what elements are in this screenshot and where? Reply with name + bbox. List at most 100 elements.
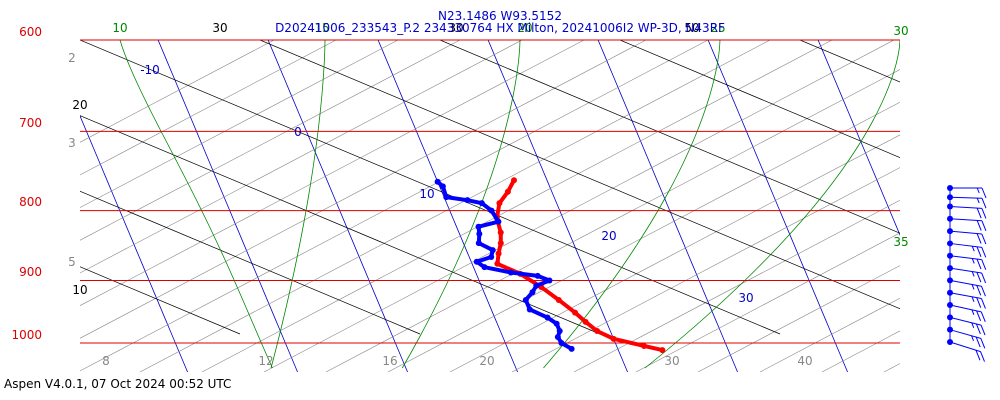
wind-barb [947,302,986,323]
header-title: D20241006_233543_P.2 234330764 HX Milton… [275,21,725,35]
dry-adiabat-line [259,40,900,310]
moist-adiabat-label: 30 [893,24,908,38]
moist-adiabat-line [270,40,326,369]
mixing-ratio-line [201,40,833,372]
wind-barb [947,339,985,362]
moist-adiabat-line [119,40,273,369]
dry-adiabat-line [80,40,781,335]
dry-adiabat-line [0,40,60,334]
wind-barb [947,289,986,309]
mixing-ratio-line [697,265,900,372]
isotherm-line [267,40,408,372]
wind-barb [947,215,987,231]
pressure-label-800: 800 [19,195,42,209]
dewpoint-profile-point [558,340,565,346]
dewpoint-profile-point [464,197,471,204]
isotherm-line [707,40,848,372]
mixing-ratio-label: 3 [68,136,76,150]
wind-barb [947,277,986,297]
pressure-label-1000: 1000 [11,328,42,342]
dry-adiabat-line [80,115,601,335]
isotherm-label: 0 [294,125,302,139]
temperature-profile-point [659,347,666,354]
wind-barb [947,240,987,258]
mixing-ratio-label: 16 [382,354,397,368]
temperature-profile-point [641,342,648,349]
mixing-ratio-line [80,40,399,208]
mixing-ratio-line [80,40,709,372]
temperature-profile-point [497,240,504,247]
mixing-ratio-line [883,363,900,372]
dry-adiabat-label: 10 [72,283,87,297]
moist-adiabat-label: 10 [112,21,127,35]
isotherm-label: 20 [601,229,616,243]
temperature-profile-point [594,328,601,335]
dry-adiabat-line [619,40,900,158]
mixing-ratio-label: 8 [102,354,110,368]
dewpoint-profile-point [534,272,541,279]
mixing-ratio-label: 2 [68,51,76,65]
wind-barb [947,314,986,336]
mixing-ratio-line [80,40,461,241]
dry-adiabat-line [80,190,421,335]
dry-adiabat-line [80,266,241,335]
dry-adiabat-label: 30 [212,21,227,35]
temperature-profile-point [610,335,617,342]
temperature-profile-point [497,229,504,236]
dewpoint-profile-point [507,269,514,276]
dewpoint-profile-point [544,314,551,321]
mixing-ratio-line [821,330,900,372]
pressure-label-900: 900 [19,265,42,279]
mixing-ratio-line [80,40,337,176]
temperature-profile-point [582,318,589,325]
dewpoint-profile-point [554,334,561,341]
wind-barb-layer [947,185,987,362]
wind-barb [947,185,987,199]
temperature-profile-point [495,250,502,257]
dewpoint-profile-point [481,264,488,271]
moist-adiabat-line [543,40,721,369]
dewpoint-profile-point [475,223,482,230]
wind-barb [947,252,987,270]
mixing-ratio-line [263,40,895,372]
isotherm-line [157,40,298,372]
mixing-ratio-line [139,40,771,372]
mixing-ratio-line [511,167,900,372]
mixing-ratio-line [635,232,900,372]
moist-adiabat-label: 20 [517,21,532,35]
mixing-ratio-line [449,134,900,372]
mixing-ratio-line [325,69,900,372]
dewpoint-profile-point [522,296,529,303]
dry-adiabat-label: 50 [684,21,699,35]
dewpoint-profile-point [488,253,495,260]
dewpoint-profile-point [478,200,485,207]
isotherm-line [817,40,900,237]
dewpoint-profile-point [475,240,482,247]
pressure-label-700: 700 [19,116,42,130]
dewpoint-profile-point [489,247,496,254]
isotherm-label: 30 [738,291,753,305]
mixing-ratio-label: 12 [258,354,273,368]
dry-adiabat-line [799,40,900,83]
dewpoint-profile-point [556,328,563,335]
profile-layer [434,177,666,354]
mixing-ratio-label: 30 [664,354,679,368]
wind-barb [947,228,987,245]
temperature-profile-point [504,188,511,195]
dewpoint-profile-point [476,230,483,237]
mixing-ratio-line [80,40,585,306]
dewpoint-profile-point [488,207,495,214]
mixing-ratio-line [80,40,275,143]
wind-barb [947,203,987,219]
mixing-ratio-line [759,297,900,372]
moist-adiabat-label: 35 [893,235,908,249]
isotherm-line [377,40,518,372]
moist-adiabat-line [644,40,900,369]
mixing-ratio-line [573,199,900,372]
mixing-ratio-line [387,101,900,372]
dewpoint-profile-point [529,289,536,296]
dewpoint-profile-point [473,258,480,265]
dry-adiabat-line [439,40,900,234]
